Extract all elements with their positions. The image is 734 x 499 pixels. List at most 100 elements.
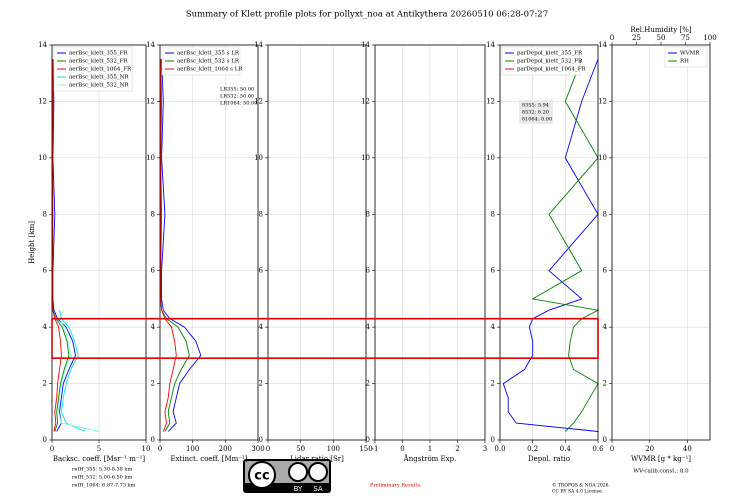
x-tick-label: 5 — [97, 445, 101, 453]
x-label: Backsc. coeff. [Msr⁻¹ m⁻¹] — [53, 455, 146, 463]
y-tick-label: 8 — [491, 210, 495, 218]
x-tick-label: 50 — [296, 445, 305, 453]
y-tick-label: 12 — [254, 97, 263, 105]
x2-label: Rel.Humidity [%] — [630, 26, 691, 34]
x-tick-label: 100 — [186, 445, 199, 453]
legend-label: aerBsc_klett_355 s LR — [177, 51, 240, 57]
sa-text: SA — [313, 485, 323, 493]
x-tick-label: 3 — [483, 445, 487, 453]
annotation: LR355: 50.00 — [220, 87, 254, 93]
frame — [267, 44, 367, 441]
x-tick-label: 1 — [428, 445, 432, 453]
legend-label: aerBsc_klett_532_FR — [69, 59, 128, 65]
x-tick-label: 10 — [142, 445, 151, 453]
profile-line — [59, 310, 86, 432]
x-tick-label: 100 — [327, 445, 340, 453]
y-tick-label: 6 — [366, 267, 371, 275]
x2-tick-label: 25 — [632, 34, 641, 42]
annotation-box — [519, 100, 553, 124]
y-tick-label: 10 — [146, 154, 155, 162]
y-tick-label: 6 — [259, 267, 264, 275]
y-tick-label: 14 — [38, 41, 47, 49]
y-tick-label: 4 — [603, 323, 608, 331]
x-label: Depol. ratio — [528, 455, 570, 463]
x-label: WVMR [g * kg⁻¹] — [631, 455, 691, 463]
y-tick-label: 12 — [361, 97, 370, 105]
frame — [499, 44, 599, 441]
frame — [159, 44, 259, 441]
preliminary: Preliminary Results. — [370, 483, 422, 489]
y-tick-label: 10 — [38, 154, 47, 162]
legend-label: WVMR — [680, 51, 700, 57]
y-tick-label: 14 — [361, 41, 370, 49]
y-tick-label: 4 — [43, 323, 48, 331]
legend-box — [53, 46, 133, 92]
x-label: Extinct. coeff. [Mm⁻¹] — [170, 455, 247, 463]
x-tick-label: 0 — [158, 445, 162, 453]
ref-height: refH_355: 5.30-8.38 km — [72, 467, 132, 473]
y-tick-label: 4 — [151, 323, 156, 331]
x-tick-label: 0 — [266, 445, 270, 453]
sa-circle — [308, 462, 328, 482]
y-tick-label: 4 — [366, 323, 371, 331]
ref-height: refH_1064: 6.87-7.73 km — [72, 483, 136, 489]
y-tick-label: 10 — [361, 154, 370, 162]
x-tick-label: 0.6 — [592, 445, 604, 453]
profile-line — [160, 59, 190, 432]
profile-line — [160, 59, 177, 432]
y-tick-label: 14 — [146, 41, 155, 49]
y-tick-label: 10 — [486, 154, 495, 162]
legend-label: aerBsc_klett_1064_FR — [69, 67, 132, 73]
x-tick-label: -1 — [372, 445, 379, 453]
by-text: BY — [294, 485, 303, 493]
y-tick-label: 0 — [491, 436, 495, 444]
frame — [51, 44, 147, 441]
y-tick-label: 12 — [486, 97, 495, 105]
y-tick-label: 6 — [43, 267, 48, 275]
legend-box — [161, 46, 241, 76]
y-tick-label: 2 — [603, 380, 607, 388]
frame — [611, 44, 711, 441]
legend-label: parDepol_klett_1064_FR — [517, 67, 587, 73]
x-tick-label: 150 — [359, 445, 372, 453]
annotation: δ355: 5.94 — [522, 103, 549, 109]
y-tick-label: 8 — [603, 210, 607, 218]
y-tick-label: 0 — [151, 436, 155, 444]
y-tick-label: 2 — [259, 380, 263, 388]
y-tick-label: 2 — [43, 380, 47, 388]
y-tick-label: 6 — [151, 267, 156, 275]
profile-line — [161, 59, 202, 432]
legend-label: parDepol_klett_532_FR — [517, 59, 583, 65]
cc-badge: cc BY SA — [243, 459, 331, 493]
layer-box — [51, 317, 599, 359]
profile-line — [502, 58, 599, 432]
y-tick-label: 8 — [366, 210, 370, 218]
legend-label: aerBsc_klett_355_NR — [69, 75, 129, 81]
annotation: δ1064: 0.00 — [522, 117, 552, 123]
y-tick-label: 10 — [254, 154, 263, 162]
x-tick-label: 0 — [50, 445, 54, 453]
y-tick-label: 14 — [254, 41, 263, 49]
y-tick-label: 8 — [151, 210, 155, 218]
x-label: Ångström Exp. — [403, 454, 457, 463]
cc-circle — [248, 461, 276, 489]
y-tick-label: 12 — [146, 97, 155, 105]
y-tick-label: 0 — [603, 436, 607, 444]
y-tick-label: 10 — [598, 154, 607, 162]
y-tick-label: 0 — [259, 436, 263, 444]
x2-tick-label: 75 — [681, 34, 690, 42]
y-tick-label: 2 — [151, 380, 155, 388]
y-tick-label: 4 — [259, 323, 264, 331]
y-label: Height [km] — [28, 221, 36, 264]
y-tick-label: 8 — [43, 210, 47, 218]
x-label: Lidar ratio [Sr] — [290, 455, 344, 463]
legend-box — [501, 46, 581, 76]
cc-text: cc — [254, 469, 269, 484]
y-tick-label: 6 — [491, 267, 496, 275]
x2-tick-label: 0 — [610, 34, 614, 42]
x-tick-label: 0 — [610, 445, 614, 453]
chart-title: Summary of Klett profile plots for polly… — [186, 10, 548, 20]
annotation: δ532: 6.20 — [522, 110, 549, 116]
y-tick-label: 2 — [491, 380, 495, 388]
